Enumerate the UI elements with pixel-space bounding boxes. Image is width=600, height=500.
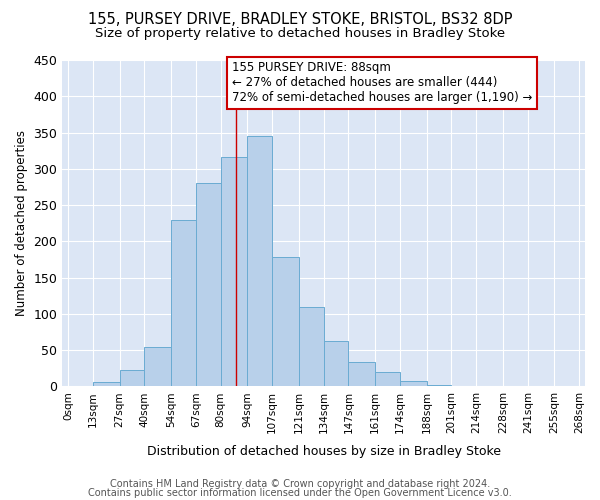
X-axis label: Distribution of detached houses by size in Bradley Stoke: Distribution of detached houses by size … [146,444,500,458]
Text: 155 PURSEY DRIVE: 88sqm
← 27% of detached houses are smaller (444)
72% of semi-d: 155 PURSEY DRIVE: 88sqm ← 27% of detache… [232,62,532,104]
Y-axis label: Number of detached properties: Number of detached properties [15,130,28,316]
Text: 155, PURSEY DRIVE, BRADLEY STOKE, BRISTOL, BS32 8DP: 155, PURSEY DRIVE, BRADLEY STOKE, BRISTO… [88,12,512,28]
Bar [427,385,451,386]
Bar [196,184,221,386]
Bar [247,136,272,386]
Bar [119,370,145,386]
Text: Size of property relative to detached houses in Bradley Stoke: Size of property relative to detached ho… [95,28,505,40]
Text: Contains HM Land Registry data © Crown copyright and database right 2024.: Contains HM Land Registry data © Crown c… [110,479,490,489]
Bar [145,346,171,387]
Bar [400,382,427,386]
Bar [375,372,400,386]
Bar [93,382,119,386]
Bar [171,220,196,386]
Bar [323,340,349,386]
Bar [349,362,375,386]
Text: Contains public sector information licensed under the Open Government Licence v3: Contains public sector information licen… [88,488,512,498]
Bar [272,258,299,386]
Bar [299,306,323,386]
Bar [221,157,247,386]
